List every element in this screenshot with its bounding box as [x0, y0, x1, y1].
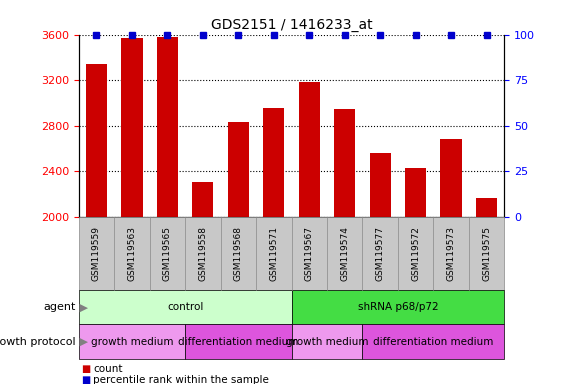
Text: GSM119577: GSM119577	[375, 226, 385, 281]
Text: GSM119558: GSM119558	[198, 226, 208, 281]
Text: shRNA p68/p72: shRNA p68/p72	[357, 302, 438, 312]
Text: GSM119563: GSM119563	[128, 226, 136, 281]
Text: ■: ■	[82, 364, 91, 374]
Bar	[334, 109, 356, 217]
Bar	[263, 108, 285, 217]
Bar	[476, 198, 497, 217]
Text: GSM119568: GSM119568	[234, 226, 243, 281]
Text: GSM119559: GSM119559	[92, 226, 101, 281]
Text: differentiation medium: differentiation medium	[178, 337, 298, 347]
Text: GSM119572: GSM119572	[411, 226, 420, 281]
Text: ▶: ▶	[76, 302, 88, 312]
Text: growth medium: growth medium	[286, 337, 368, 347]
Text: GSM119573: GSM119573	[447, 226, 455, 281]
Text: ▶: ▶	[76, 337, 88, 347]
Bar	[157, 37, 178, 217]
Bar	[86, 64, 107, 217]
Text: GSM119567: GSM119567	[305, 226, 314, 281]
Bar	[121, 38, 142, 217]
Text: growth medium: growth medium	[90, 337, 173, 347]
Bar	[405, 168, 426, 217]
Bar	[370, 153, 391, 217]
Bar	[298, 83, 320, 217]
Bar	[227, 122, 249, 217]
Text: GSM119575: GSM119575	[482, 226, 491, 281]
Text: percentile rank within the sample: percentile rank within the sample	[93, 375, 269, 384]
Bar	[441, 139, 462, 217]
Text: agent: agent	[43, 302, 76, 312]
Title: GDS2151 / 1416233_at: GDS2151 / 1416233_at	[210, 18, 373, 32]
Bar	[192, 182, 213, 217]
Text: differentiation medium: differentiation medium	[373, 337, 494, 347]
Text: GSM119571: GSM119571	[269, 226, 278, 281]
Text: GSM119565: GSM119565	[163, 226, 172, 281]
Text: GSM119574: GSM119574	[340, 226, 349, 281]
Text: count: count	[93, 364, 123, 374]
Text: ■: ■	[82, 375, 91, 384]
Text: control: control	[167, 302, 203, 312]
Text: growth protocol: growth protocol	[0, 337, 76, 347]
